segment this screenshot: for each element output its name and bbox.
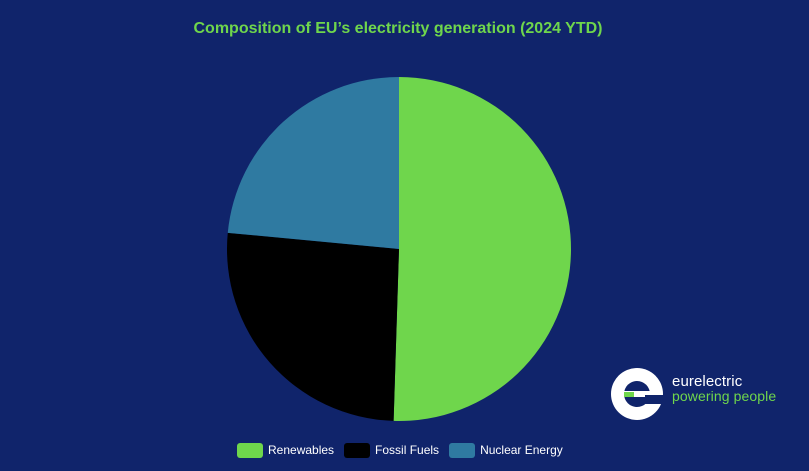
legend-swatch-renewables (237, 443, 263, 458)
pie-slice-renewables[interactable] (394, 77, 571, 421)
legend-label-renewables: Renewables (268, 443, 334, 457)
legend-item-nuclear-energy[interactable]: Nuclear Energy (449, 443, 563, 458)
legend-swatch-fossil-fuels (344, 443, 370, 458)
pie-slice-fossil-fuels[interactable] (227, 233, 399, 421)
pie-slices (227, 77, 571, 421)
pie-slice-nuclear-energy[interactable] (228, 77, 399, 249)
brand-logo: eurelectric powering people (611, 367, 801, 423)
brand-tagline: powering people (672, 388, 776, 404)
eurelectric-logo-icon (611, 368, 663, 420)
legend-swatch-nuclear-energy (449, 443, 475, 458)
pie-chart (0, 0, 809, 430)
chart-legend: Renewables Fossil Fuels Nuclear Energy (237, 441, 573, 459)
legend-item-renewables[interactable]: Renewables (237, 443, 334, 458)
legend-label-nuclear-energy: Nuclear Energy (480, 443, 563, 457)
legend-item-fossil-fuels[interactable]: Fossil Fuels (344, 443, 439, 458)
legend-label-fossil-fuels: Fossil Fuels (375, 443, 439, 457)
